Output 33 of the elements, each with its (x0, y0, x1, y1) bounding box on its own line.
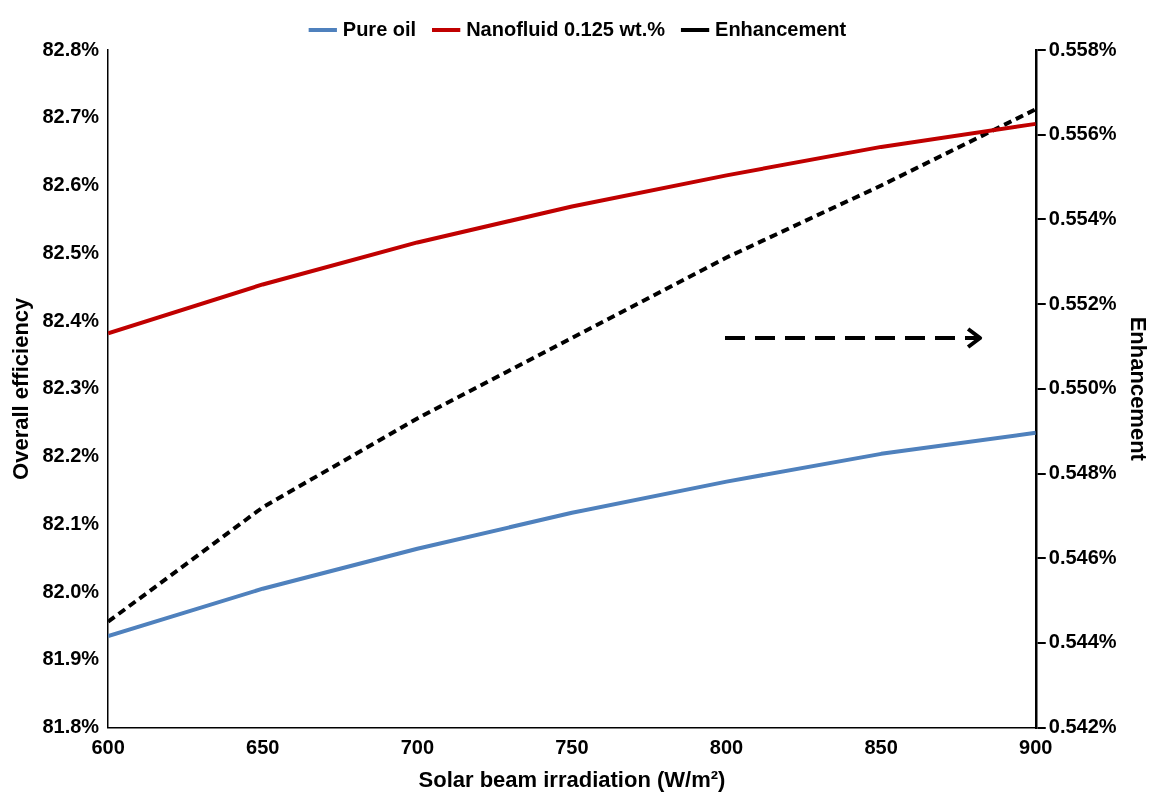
x-axis-title: Solar beam irradiation (W/m²) (418, 766, 726, 792)
y2-tick-label: 0.554% (1048, 206, 1117, 229)
x-tick-label: 850 (864, 736, 898, 759)
legend-label: Pure oil (342, 17, 417, 40)
y2-tick-label: 0.546% (1048, 545, 1117, 568)
y-tick-label: 82.7% (42, 105, 100, 128)
legend-label: Enhancement (715, 17, 847, 40)
y-tick-label: 81.8% (42, 715, 100, 738)
y2-tick-label: 0.558% (1048, 37, 1117, 60)
y-tick-label: 82.0% (42, 579, 100, 602)
x-tick-label: 800 (709, 736, 744, 759)
y2-tick-label: 0.556% (1048, 122, 1117, 145)
x-tick-label: 900 (1019, 736, 1053, 759)
y-tick-label: 82.8% (42, 37, 100, 60)
y-tick-label: 81.9% (42, 647, 100, 670)
y-tick-label: 82.3% (42, 376, 100, 399)
y2-tick-label: 0.542% (1048, 715, 1117, 738)
y-tick-label: 82.5% (42, 240, 100, 263)
y2-tick-label: 0.544% (1048, 630, 1117, 653)
y-axis-title: Overall efficiency (8, 296, 34, 480)
y2-tick-label: 0.548% (1048, 461, 1117, 484)
x-tick-label: 700 (400, 736, 435, 759)
y-tick-label: 82.6% (42, 173, 100, 196)
y2-tick-label: 0.550% (1048, 376, 1117, 399)
x-tick-label: 650 (246, 736, 280, 759)
x-tick-label: 750 (555, 736, 589, 759)
legend-label: Nanofluid 0.125 wt.% (466, 17, 666, 40)
y-tick-label: 82.1% (42, 511, 100, 534)
y-tick-label: 82.2% (42, 444, 100, 467)
y-tick-label: 82.4% (42, 308, 100, 331)
x-tick-label: 600 (91, 736, 125, 759)
y2-tick-label: 0.552% (1048, 291, 1117, 314)
y2-axis-title: Enhancement (1125, 316, 1151, 462)
